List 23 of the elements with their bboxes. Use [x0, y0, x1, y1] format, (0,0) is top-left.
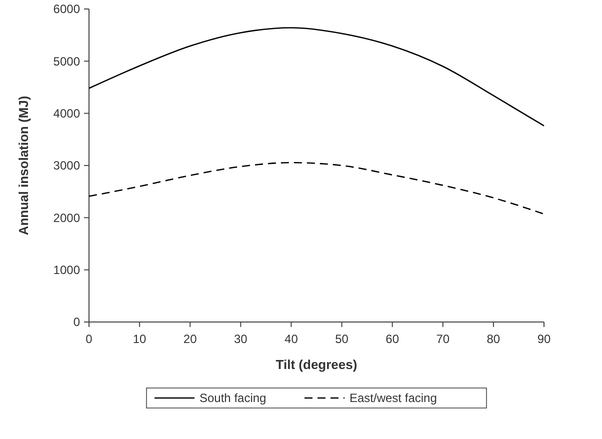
- legend-label: South facing: [200, 391, 266, 406]
- x-tick-label: 60: [386, 332, 400, 346]
- y-tick-label: 4000: [53, 106, 80, 121]
- x-tick-label: 90: [537, 332, 551, 346]
- y-tick-label: 0: [73, 315, 80, 330]
- x-tick-label: 20: [183, 332, 198, 346]
- x-tick-label: 50: [335, 332, 349, 346]
- y-tick-label: 1000: [53, 263, 80, 278]
- line-series: [88, 27, 545, 127]
- y-tick-label: 6000: [53, 2, 80, 16]
- y-axis-title: Annual insolation (MJ): [16, 96, 31, 236]
- line-series: [88, 162, 545, 215]
- x-tick-label: 10: [132, 332, 147, 346]
- y-tick-label: 2000: [53, 210, 80, 225]
- legend-label: East/west facing: [350, 391, 437, 406]
- y-tick-label: 3000: [53, 158, 80, 173]
- y-tick-label: 5000: [53, 54, 80, 68]
- x-tick-label: 40: [284, 332, 298, 346]
- x-tick-label: 80: [486, 332, 500, 346]
- x-axis-title: Tilt (degrees): [276, 357, 358, 372]
- x-tick-label: 0: [86, 332, 93, 346]
- x-tick-label: 70: [436, 332, 450, 346]
- x-tick-label: 30: [234, 332, 248, 346]
